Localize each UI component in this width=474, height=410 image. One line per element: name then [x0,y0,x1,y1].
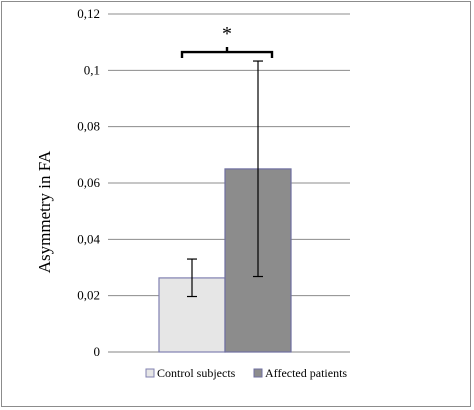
bars [158,168,292,353]
legend-swatch-0 [145,368,155,378]
legend-label-1: Affected patients [265,366,347,380]
y-tick-label-4: 0,08 [77,119,100,134]
y-tick-labels: 0 0,02 0,04 0,06 0,08 0,1 0,12 [77,6,100,359]
y-axis-title: Asymmetry in FA [35,150,54,273]
error-bars [187,60,263,298]
gridlines [108,13,350,353]
y-tick-label-3: 0,06 [77,175,100,190]
significance-bracket [180,47,274,59]
y-tick-label-1: 0,02 [77,288,100,303]
legend-label-0: Control subjects [157,366,236,380]
y-tick-label-0: 0 [94,344,101,359]
y-tick-label-5: 0,1 [84,62,100,77]
y-tick-label-2: 0,04 [77,231,100,246]
legend-swatch-1 [253,368,263,378]
y-tick-label-6: 0,12 [77,6,100,21]
annotations: * [180,23,274,59]
significance-marker: * [222,23,232,45]
legend: Control subjects Affected patients [145,366,347,380]
